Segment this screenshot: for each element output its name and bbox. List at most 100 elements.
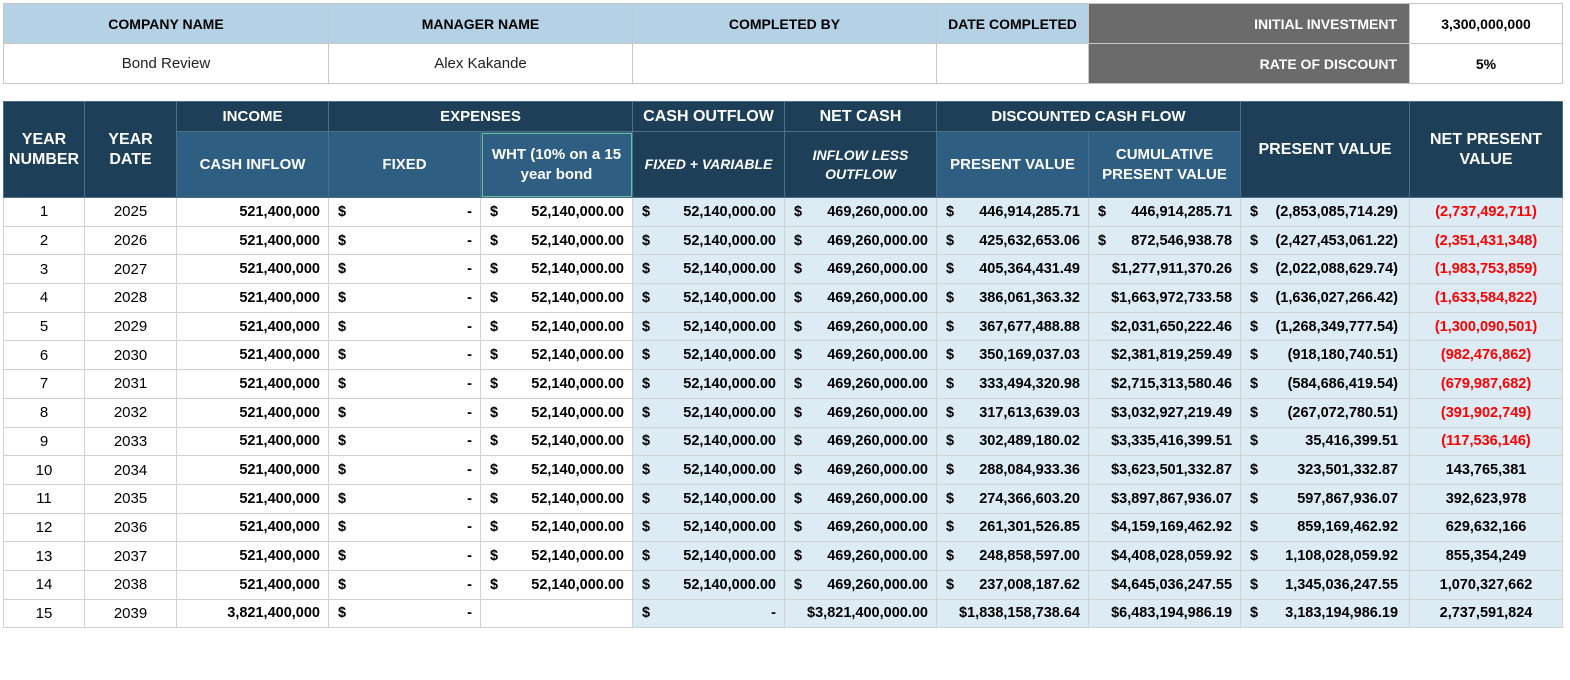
- net-present-value-cell[interactable]: 629,632,166: [1409, 512, 1564, 543]
- net-present-value-cell[interactable]: (2,737,492,711): [1409, 197, 1564, 227]
- net-cash-cell[interactable]: $469,260,000.00: [784, 541, 937, 571]
- year-number-cell[interactable]: 3: [3, 254, 85, 285]
- cash-inflow-header[interactable]: CASH INFLOW: [176, 131, 329, 198]
- cash-outflow-cell[interactable]: $52,140,000.00: [632, 340, 785, 371]
- fixed-expense-cell[interactable]: $ -: [328, 197, 481, 227]
- present-value-total-cell[interactable]: $597,867,936.07: [1240, 483, 1411, 514]
- wht-cell[interactable]: $52,140,000.00: [480, 426, 633, 457]
- cash-outflow-cell[interactable]: $52,140,000.00: [632, 455, 785, 485]
- cash-outflow-cell[interactable]: $52,140,000.00: [632, 483, 785, 514]
- net-present-value-cell[interactable]: 1,070,327,662: [1409, 569, 1564, 600]
- cumulative-present-value-header[interactable]: CUMULATIVE PRESENT VALUE: [1087, 131, 1242, 198]
- wht-cell[interactable]: $52,140,000.00: [480, 225, 633, 256]
- year-number-cell[interactable]: 6: [3, 340, 85, 371]
- year-date-cell[interactable]: 2031: [84, 369, 177, 399]
- net-cash-cell[interactable]: $3,821,400,000.00: [784, 598, 937, 629]
- fixed-expense-cell[interactable]: $ -: [328, 283, 481, 313]
- fixed-expense-cell[interactable]: $ -: [328, 369, 481, 399]
- cash-inflow-cell[interactable]: 521,400,000: [176, 197, 329, 227]
- fixed-expense-cell[interactable]: $ -: [328, 569, 481, 600]
- net-cash-cell[interactable]: $469,260,000.00: [784, 426, 937, 457]
- present-value-cell[interactable]: $386,061,363.32: [936, 283, 1089, 313]
- expenses-header[interactable]: EXPENSES: [328, 101, 633, 132]
- year-date-cell[interactable]: 2035: [84, 483, 177, 514]
- cash-outflow-cell[interactable]: $52,140,000.00: [632, 225, 785, 256]
- fixed-variable-header[interactable]: FIXED + VARIABLE: [632, 131, 785, 198]
- fixed-header[interactable]: FIXED: [328, 131, 481, 198]
- year-date-cell[interactable]: 2029: [84, 311, 177, 342]
- net-present-value-cell[interactable]: (679,987,682): [1409, 369, 1564, 399]
- cash-outflow-cell[interactable]: $52,140,000.00: [632, 283, 785, 313]
- income-header[interactable]: INCOME: [176, 101, 329, 132]
- fixed-expense-cell[interactable]: $ -: [328, 598, 481, 629]
- cash-inflow-cell[interactable]: 521,400,000: [176, 254, 329, 285]
- date-completed-header[interactable]: DATE COMPLETED: [936, 3, 1089, 44]
- cumulative-present-value-cell[interactable]: $4,408,028,059.92: [1087, 541, 1242, 571]
- initial-investment-value[interactable]: 3,300,000,000: [1409, 3, 1563, 44]
- year-number-cell[interactable]: 2: [3, 225, 85, 256]
- cash-inflow-cell[interactable]: 521,400,000: [176, 225, 329, 256]
- year-date-header[interactable]: YEAR DATE: [84, 101, 177, 198]
- net-cash-cell[interactable]: $469,260,000.00: [784, 397, 937, 428]
- cumulative-present-value-cell[interactable]: $872,546,938.78: [1087, 225, 1242, 256]
- year-number-cell[interactable]: 5: [3, 311, 85, 342]
- wht-cell[interactable]: $52,140,000.00: [480, 455, 633, 485]
- cash-outflow-cell[interactable]: $52,140,000.00: [632, 254, 785, 285]
- cash-inflow-cell[interactable]: 3,821,400,000: [176, 598, 329, 629]
- net-present-value-header[interactable]: NET PRESENT VALUE: [1409, 101, 1564, 198]
- present-value-total-cell[interactable]: $ (2,022,088,629.74): [1240, 254, 1411, 285]
- cash-inflow-cell[interactable]: 521,400,000: [176, 455, 329, 485]
- present-value-total-cell[interactable]: $35,416,399.51: [1240, 426, 1411, 457]
- present-value-total-cell[interactable]: $ (1,636,027,266.42): [1240, 283, 1411, 313]
- net-present-value-cell[interactable]: (1,300,090,501): [1409, 311, 1564, 342]
- present-value-cell[interactable]: $288,084,933.36: [936, 455, 1089, 485]
- cash-outflow-cell[interactable]: $ -: [632, 598, 785, 629]
- wht-cell[interactable]: $52,140,000.00: [480, 311, 633, 342]
- cash-inflow-cell[interactable]: 521,400,000: [176, 369, 329, 399]
- year-number-cell[interactable]: 10: [3, 455, 85, 485]
- cash-outflow-cell[interactable]: $52,140,000.00: [632, 426, 785, 457]
- fixed-expense-cell[interactable]: $ -: [328, 483, 481, 514]
- net-cash-cell[interactable]: $469,260,000.00: [784, 254, 937, 285]
- present-value-total-header[interactable]: PRESENT VALUE: [1240, 101, 1411, 198]
- present-value-cell[interactable]: $367,677,488.88: [936, 311, 1089, 342]
- year-number-cell[interactable]: 1: [3, 197, 85, 227]
- net-cash-cell[interactable]: $469,260,000.00: [784, 512, 937, 543]
- net-present-value-cell[interactable]: (1,983,753,859): [1409, 254, 1564, 285]
- cumulative-present-value-cell[interactable]: $4,159,169,462.92: [1087, 512, 1242, 543]
- year-date-cell[interactable]: 2027: [84, 254, 177, 285]
- fixed-expense-cell[interactable]: $ -: [328, 397, 481, 428]
- year-number-cell[interactable]: 12: [3, 512, 85, 543]
- net-present-value-cell[interactable]: (982,476,862): [1409, 340, 1564, 371]
- present-value-header[interactable]: PRESENT VALUE: [936, 131, 1089, 198]
- present-value-cell[interactable]: $350,169,037.03: [936, 340, 1089, 371]
- net-cash-cell[interactable]: $469,260,000.00: [784, 369, 937, 399]
- cumulative-present-value-cell[interactable]: $4,645,036,247.55: [1087, 569, 1242, 600]
- cumulative-present-value-cell[interactable]: $3,335,416,399.51: [1087, 426, 1242, 457]
- cash-outflow-cell[interactable]: $52,140,000.00: [632, 311, 785, 342]
- net-present-value-cell[interactable]: (391,902,749): [1409, 397, 1564, 428]
- present-value-cell[interactable]: $302,489,180.02: [936, 426, 1089, 457]
- year-date-cell[interactable]: 2026: [84, 225, 177, 256]
- present-value-total-cell[interactable]: $ (267,072,780.51): [1240, 397, 1411, 428]
- year-number-cell[interactable]: 4: [3, 283, 85, 313]
- date-completed-value[interactable]: [936, 43, 1089, 84]
- cash-inflow-cell[interactable]: 521,400,000: [176, 426, 329, 457]
- cash-outflow-cell[interactable]: $52,140,000.00: [632, 569, 785, 600]
- present-value-cell[interactable]: $274,366,603.20: [936, 483, 1089, 514]
- year-date-cell[interactable]: 2034: [84, 455, 177, 485]
- year-number-cell[interactable]: 8: [3, 397, 85, 428]
- present-value-total-cell[interactable]: $3,183,194,986.19: [1240, 598, 1411, 629]
- manager-name-header[interactable]: MANAGER NAME: [328, 3, 633, 44]
- wht-cell[interactable]: $52,140,000.00: [480, 397, 633, 428]
- year-date-cell[interactable]: 2036: [84, 512, 177, 543]
- manager-name-value[interactable]: Alex Kakande: [328, 43, 633, 84]
- year-number-cell[interactable]: 11: [3, 483, 85, 514]
- year-number-cell[interactable]: 13: [3, 541, 85, 571]
- present-value-total-cell[interactable]: $ (2,853,085,714.29): [1240, 197, 1411, 227]
- present-value-total-cell[interactable]: $859,169,462.92: [1240, 512, 1411, 543]
- present-value-cell[interactable]: $446,914,285.71: [936, 197, 1089, 227]
- cash-inflow-cell[interactable]: 521,400,000: [176, 340, 329, 371]
- net-cash-cell[interactable]: $469,260,000.00: [784, 569, 937, 600]
- present-value-total-cell[interactable]: $1,108,028,059.92: [1240, 541, 1411, 571]
